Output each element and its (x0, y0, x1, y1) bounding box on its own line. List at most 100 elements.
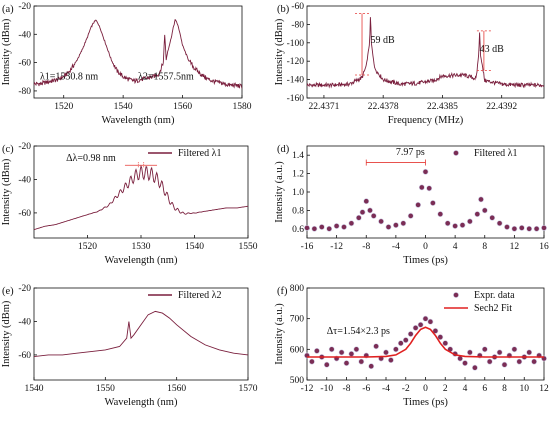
data-point (489, 214, 496, 221)
legend-label: Filtered λ1 (474, 148, 517, 159)
y-tick-label: 0.6 (292, 225, 304, 235)
data-point (501, 361, 508, 368)
data-point (437, 211, 444, 217)
y-tick-label: 1.2 (292, 170, 304, 180)
data-point (407, 212, 414, 219)
y-tick-label: 1.0 (292, 188, 304, 198)
panel-f: -12 -10 -8 -6 -4 -2 0 2 4 6 8 10 12 500 600 700 800 Times… (274, 284, 549, 408)
x-tick-label: -6 (362, 384, 370, 394)
data-point (504, 224, 510, 230)
data-point (311, 225, 318, 232)
data-point (400, 220, 407, 227)
data-point (478, 196, 484, 203)
data-point (466, 218, 473, 225)
y-tick-label: 0.8 (292, 206, 304, 216)
data-point (358, 358, 365, 365)
data-point (422, 315, 429, 322)
series-line (34, 164, 248, 231)
x-tick-label: 22.4392 (486, 102, 517, 112)
annotation: Δτ=1.54×2.3 ps (327, 326, 390, 337)
data-point (426, 185, 433, 192)
data-point (326, 225, 333, 232)
y-tick-label: -60 (291, 2, 304, 12)
y-tick-label: -100 (287, 39, 305, 49)
legend-label: Expr. data (474, 290, 515, 301)
data-point (511, 346, 518, 353)
data-point (412, 324, 419, 331)
x-tick-label: -4 (382, 384, 390, 394)
panel-label: (a) (2, 4, 14, 15)
data-point (444, 220, 451, 227)
x-axis-label: Times (ps) (403, 255, 448, 266)
data-point (373, 343, 379, 350)
data-point (474, 211, 481, 217)
data-point (531, 358, 537, 365)
annotation: 59 dB (370, 35, 395, 46)
x-tick-label: 1550 (239, 242, 258, 252)
x-tick-label: -8 (362, 242, 370, 252)
y-tick-label: -60 (18, 209, 31, 219)
x-axis-label: Wavelength (nm) (105, 397, 178, 408)
x-tick-label: 10 (520, 384, 530, 394)
data-point (459, 222, 466, 228)
y-axis-label: Intensity (dBm) (1, 158, 12, 225)
x-tick-label: -2 (402, 384, 410, 394)
data-point (313, 347, 320, 354)
y-tick-label: -80 (291, 20, 304, 30)
data-point (471, 364, 478, 371)
data-point (392, 222, 399, 228)
x-tick-label: 12 (510, 242, 520, 252)
data-point (308, 358, 315, 365)
data-point (353, 346, 360, 353)
y-axis-label: Intensity (a.u.) (274, 161, 285, 223)
data-point (486, 358, 493, 365)
data-point (429, 200, 436, 206)
y-tick-label: -40 (18, 175, 31, 185)
x-axis-label: Frequency (MHz) (388, 115, 464, 126)
data-point (418, 184, 425, 191)
legend-label: Filtered λ2 (178, 290, 221, 301)
data-point (368, 363, 375, 370)
y-tick-label: 500 (290, 376, 305, 386)
x-tick-label: 1560 (167, 384, 186, 394)
data-point (442, 340, 449, 347)
y-tick-label: 600 (290, 345, 305, 355)
data-point (422, 168, 429, 175)
data-point (304, 224, 310, 231)
y-tick-label: -120 (287, 57, 305, 67)
x-tick-label: 4 (463, 384, 468, 394)
x-tick-label: 22.4378 (368, 102, 399, 112)
data-point (511, 225, 518, 232)
data-point (341, 224, 347, 230)
y-tick-label: -160 (287, 94, 305, 104)
data-point (378, 218, 384, 225)
x-tick-label: -10 (320, 384, 333, 394)
x-tick-label: 1550 (96, 384, 115, 394)
data-point (355, 214, 362, 221)
panel-d: -16 -12 -8 -4 0 4 8 12 16 0.6 0.8 1.0 1.2 1.4 Times (p… (274, 144, 549, 266)
x-tick-label: 1520 (54, 102, 73, 112)
panel-a: 1520 1540 1560 1580 -80 -60 -40 -20 Wavelength (… (1, 2, 252, 126)
x-tick-label: 22.4385 (427, 102, 458, 112)
data-point (427, 318, 434, 325)
x-tick-label: 1520 (78, 242, 97, 252)
x-tick-label: 1540 (185, 242, 204, 252)
data-point (437, 334, 444, 340)
data-point (516, 358, 523, 365)
x-tick-label: 4 (453, 242, 458, 252)
legend-label: Sech2 Fit (474, 303, 512, 314)
x-tick-label: -8 (343, 384, 351, 394)
x-tick-label: 0 (423, 384, 428, 394)
y-tick-label: 700 (290, 315, 305, 325)
data-point (466, 349, 473, 356)
data-point (402, 337, 409, 343)
x-tick-label: 6 (482, 384, 487, 394)
data-point (417, 321, 424, 328)
y-axis-label: Intensity (dBm) (274, 18, 285, 85)
plot-frame (33, 287, 249, 381)
data-point (496, 220, 503, 227)
x-tick-label: -4 (392, 242, 400, 252)
panel-label: (b) (277, 4, 290, 15)
data-point (432, 327, 439, 334)
